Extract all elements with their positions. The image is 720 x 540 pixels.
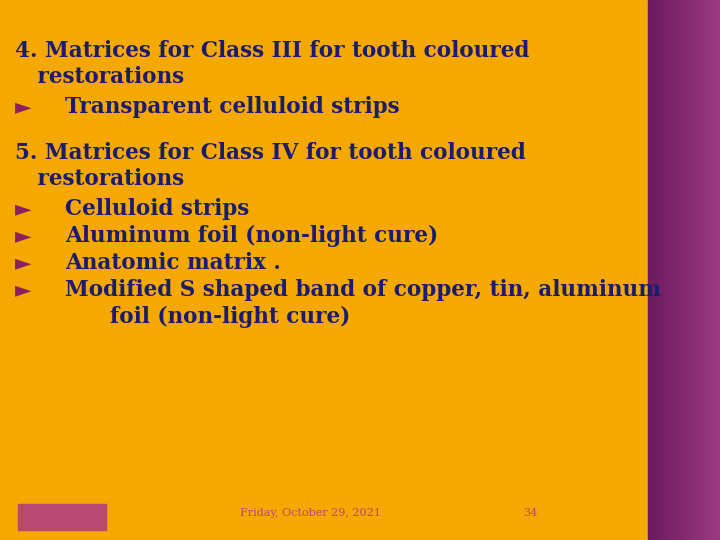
Text: Aluminum foil (non-light cure): Aluminum foil (non-light cure) <box>65 225 438 247</box>
Text: ►: ► <box>15 225 32 247</box>
Bar <box>705 0 706 540</box>
Bar <box>701 0 702 540</box>
Bar <box>669 0 670 540</box>
Bar <box>656 0 657 540</box>
Bar <box>686 0 687 540</box>
Text: foil (non-light cure): foil (non-light cure) <box>65 306 350 328</box>
Bar <box>670 0 671 540</box>
Bar <box>683 0 684 540</box>
Bar <box>696 0 697 540</box>
Text: restorations: restorations <box>15 66 184 88</box>
Bar <box>672 0 673 540</box>
Bar <box>694 0 695 540</box>
Text: Anatomic matrix .: Anatomic matrix . <box>65 252 281 274</box>
Text: restorations: restorations <box>15 168 184 190</box>
Text: Celluloid strips: Celluloid strips <box>65 198 249 220</box>
Bar <box>655 0 656 540</box>
Text: 4. Matrices for Class III for tooth coloured: 4. Matrices for Class III for tooth colo… <box>15 40 529 62</box>
Bar <box>677 0 678 540</box>
Bar <box>649 0 650 540</box>
Text: Friday, October 29, 2021: Friday, October 29, 2021 <box>240 508 380 518</box>
Bar <box>661 0 662 540</box>
Bar <box>697 0 698 540</box>
Bar <box>676 0 677 540</box>
Bar <box>660 0 661 540</box>
Bar <box>698 0 699 540</box>
Bar <box>700 0 701 540</box>
Bar <box>688 0 689 540</box>
Bar <box>18 504 106 530</box>
Bar <box>657 0 658 540</box>
Bar <box>680 0 681 540</box>
Text: 34: 34 <box>523 508 537 518</box>
Bar <box>716 0 717 540</box>
Bar <box>663 0 664 540</box>
Bar <box>652 0 653 540</box>
Text: ►: ► <box>15 252 32 274</box>
Bar <box>715 0 716 540</box>
Bar <box>682 0 683 540</box>
Bar <box>691 0 692 540</box>
Bar <box>667 0 668 540</box>
Bar <box>675 0 676 540</box>
Bar <box>717 0 718 540</box>
Bar <box>685 0 686 540</box>
Bar <box>719 0 720 540</box>
Bar <box>702 0 703 540</box>
Bar <box>714 0 715 540</box>
Bar <box>671 0 672 540</box>
Bar <box>710 0 711 540</box>
Bar <box>699 0 700 540</box>
Bar <box>668 0 669 540</box>
Bar <box>707 0 708 540</box>
Bar <box>650 0 651 540</box>
Bar <box>689 0 690 540</box>
Bar <box>687 0 688 540</box>
Bar <box>673 0 674 540</box>
Bar <box>651 0 652 540</box>
Text: ►: ► <box>15 279 32 301</box>
Bar <box>718 0 719 540</box>
Bar <box>690 0 691 540</box>
Bar <box>684 0 685 540</box>
Text: ►: ► <box>15 198 32 220</box>
Bar <box>664 0 665 540</box>
Bar <box>648 0 649 540</box>
Bar <box>693 0 694 540</box>
Bar <box>708 0 709 540</box>
Text: Modified S shaped band of copper, tin, aluminum: Modified S shaped band of copper, tin, a… <box>65 279 661 301</box>
Bar <box>681 0 682 540</box>
Text: Transparent celluloid strips: Transparent celluloid strips <box>65 96 400 118</box>
Text: 5. Matrices for Class IV for tooth coloured: 5. Matrices for Class IV for tooth colou… <box>15 142 526 164</box>
Bar <box>703 0 704 540</box>
Bar <box>662 0 663 540</box>
Bar <box>692 0 693 540</box>
Bar <box>711 0 712 540</box>
Bar <box>665 0 666 540</box>
Bar <box>666 0 667 540</box>
Text: ►: ► <box>15 96 32 118</box>
Bar <box>713 0 714 540</box>
Bar <box>679 0 680 540</box>
Bar <box>659 0 660 540</box>
Bar <box>709 0 710 540</box>
Bar <box>704 0 705 540</box>
Bar <box>712 0 713 540</box>
Bar <box>658 0 659 540</box>
Bar <box>654 0 655 540</box>
Bar <box>674 0 675 540</box>
Bar <box>706 0 707 540</box>
Bar <box>653 0 654 540</box>
Bar <box>695 0 696 540</box>
Bar <box>678 0 679 540</box>
